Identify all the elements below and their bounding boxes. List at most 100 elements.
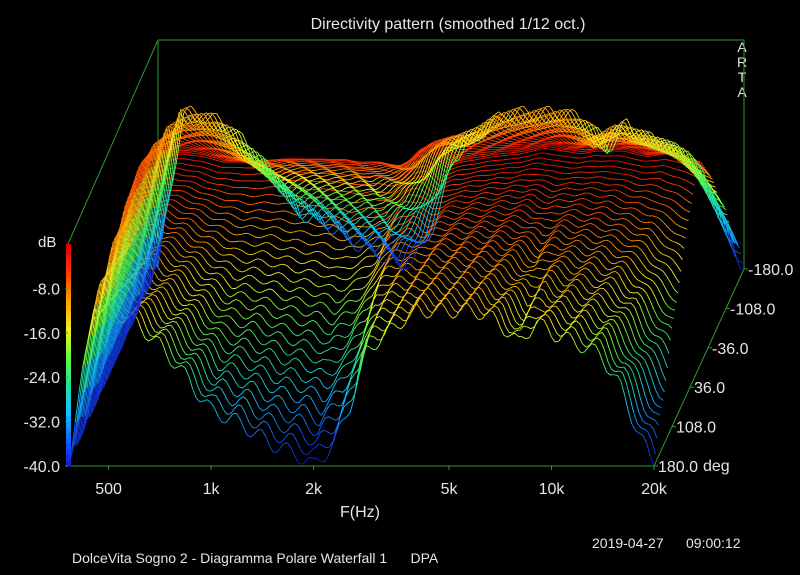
trace-segment: [463, 195, 468, 198]
trace-segment: [296, 389, 301, 394]
waterfall-trace: [69, 297, 656, 463]
trace-segment: [389, 171, 394, 174]
trace-segment: [489, 177, 494, 180]
trace-segment: [276, 386, 281, 391]
trace-segment: [206, 271, 211, 275]
trace-segment: [217, 165, 222, 168]
trace-segment: [619, 206, 624, 209]
trace-segment: [632, 214, 637, 219]
trace-segment: [393, 303, 398, 306]
trace-segment: [596, 217, 601, 221]
trace-segment: [223, 309, 228, 312]
trace-segment: [231, 374, 236, 382]
trace-segment: [530, 150, 535, 152]
trace-segment: [588, 303, 593, 307]
trace-segment: [501, 213, 506, 216]
trace-segment: [563, 214, 568, 217]
trace-segment: [255, 278, 260, 283]
trace-segment: [520, 274, 525, 278]
trace-segment: [273, 403, 278, 409]
trace-segment: [500, 225, 505, 228]
trace-segment: [596, 268, 602, 275]
trace-segment: [598, 182, 603, 185]
trace-segment: [531, 226, 536, 229]
trace-segment: [159, 270, 164, 276]
trace-segment: [255, 299, 260, 302]
trace-segment: [105, 265, 110, 295]
trace-segment: [449, 239, 455, 244]
trace-segment: [470, 258, 476, 262]
trace-segment: [246, 329, 251, 331]
trace-segment: [358, 310, 364, 316]
trace-segment: [642, 370, 648, 383]
trace-segment: [332, 372, 337, 376]
trace-segment: [260, 187, 265, 190]
trace-segment: [511, 255, 516, 261]
trace-segment: [369, 315, 375, 320]
trace-segment: [589, 340, 594, 346]
trace-segment: [431, 246, 436, 250]
trace-segment: [165, 240, 170, 243]
trace-segment: [287, 367, 292, 370]
trace-segment: [181, 227, 186, 231]
trace-segment: [397, 301, 402, 306]
trace-segment: [141, 181, 146, 184]
trace-segment: [531, 193, 536, 197]
trace-segment: [615, 294, 621, 302]
trace-segment: [257, 357, 262, 362]
trace-segment: [318, 285, 323, 288]
trace-segment: [169, 241, 174, 247]
trace-segment: [110, 264, 116, 293]
brand-letter: A: [737, 39, 747, 55]
trace-segment: [223, 246, 227, 250]
trace-segment: [222, 226, 227, 230]
trace-segment: [302, 460, 307, 465]
trace-segment: [234, 381, 240, 388]
trace-segment: [609, 308, 614, 312]
trace-segment: [240, 193, 245, 196]
trace-segment: [102, 360, 107, 390]
trace-segment: [491, 294, 496, 300]
trace-segment: [630, 245, 635, 247]
trace-segment: [454, 256, 459, 261]
trace-segment: [245, 317, 250, 320]
trace-segment: [546, 309, 551, 312]
trace-segment: [127, 189, 132, 214]
trace-segment: [91, 385, 97, 414]
trace-segment: [651, 440, 656, 455]
trace-segment: [229, 388, 235, 396]
trace-segment: [126, 204, 131, 233]
trace-segment: [326, 403, 331, 410]
trace-segment: [528, 154, 533, 157]
trace-segment: [659, 397, 664, 401]
trace-segment: [600, 340, 605, 350]
trace-segment: [636, 184, 641, 187]
trace-segment: [279, 314, 285, 318]
trace-segment: [163, 310, 168, 318]
trace-segment: [466, 218, 471, 222]
trace-segment: [528, 206, 533, 211]
trace-segment: [476, 255, 481, 258]
trace-segment: [329, 266, 334, 269]
trace-segment: [188, 201, 193, 204]
trace-segment: [450, 218, 455, 221]
frame-depth-edge: [653, 268, 745, 467]
trace-segment: [645, 190, 650, 192]
trace-segment: [226, 192, 231, 195]
trace-segment: [94, 289, 99, 309]
trace-segment: [352, 335, 357, 339]
trace-segment: [652, 215, 657, 218]
trace-segment: [316, 322, 321, 328]
trace-segment: [202, 382, 207, 391]
trace-segment: [287, 342, 293, 346]
trace-segment: [294, 271, 299, 274]
trace-segment: [244, 274, 249, 278]
trace-segment: [283, 386, 289, 392]
trace-segment: [535, 286, 541, 295]
trace-segment: [658, 361, 663, 373]
trace-segment: [650, 393, 655, 403]
trace-segment: [190, 194, 195, 198]
trace-segment: [172, 245, 178, 252]
trace-segment: [583, 309, 587, 312]
trace-segment: [266, 234, 271, 236]
